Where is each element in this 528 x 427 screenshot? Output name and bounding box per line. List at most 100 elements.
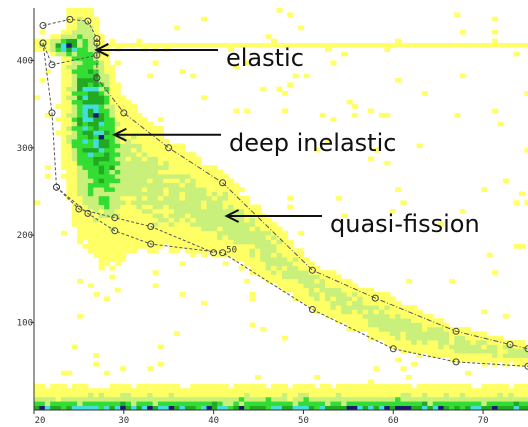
density-cell — [93, 230, 100, 236]
density-cell — [114, 178, 121, 184]
density-cell — [281, 235, 288, 240]
density-cell — [104, 169, 111, 175]
density-cell — [87, 64, 94, 70]
density-cell — [152, 388, 159, 393]
density-cell — [265, 396, 272, 402]
density-cell — [98, 222, 105, 227]
density-cell — [125, 126, 132, 131]
density-cell — [362, 309, 369, 315]
density-cell — [104, 51, 111, 57]
density-cell — [319, 305, 326, 310]
density-cell — [71, 77, 78, 83]
density-cell — [157, 143, 164, 149]
density-cell — [168, 383, 175, 389]
density-cell — [459, 331, 466, 336]
density-cell — [524, 383, 528, 389]
density-cell — [211, 392, 218, 398]
density-cell — [233, 226, 240, 232]
density-cell — [190, 388, 197, 393]
density-cell — [98, 117, 105, 122]
density-cell — [184, 217, 191, 223]
density-cell — [141, 191, 148, 197]
density-cell — [174, 222, 181, 227]
density-cell — [244, 257, 251, 262]
density-cell — [71, 126, 78, 131]
density-cell — [60, 134, 67, 140]
density-cell — [298, 392, 305, 398]
density-cell — [98, 69, 105, 74]
density-cell — [281, 230, 288, 236]
density-cell — [168, 156, 175, 162]
density-cell — [190, 405, 197, 411]
density-cell — [109, 91, 116, 96]
density-cell — [125, 43, 132, 48]
density-cell — [114, 195, 121, 201]
density-cell — [114, 226, 121, 232]
density-cell — [405, 392, 412, 398]
density-cell — [77, 64, 84, 70]
density-cell — [265, 401, 272, 406]
density-cell — [60, 73, 67, 79]
density-cell — [292, 274, 299, 280]
density-cell — [98, 226, 105, 232]
density-cell — [77, 239, 84, 245]
density-cell — [82, 388, 89, 393]
density-cell — [470, 340, 477, 345]
density-cell — [82, 143, 89, 149]
density-cell — [77, 401, 84, 406]
density-cell — [179, 182, 186, 188]
density-cell — [438, 396, 445, 402]
density-cell — [276, 261, 283, 267]
density-cell — [82, 60, 89, 66]
density-cell — [373, 396, 380, 402]
density-cell — [104, 95, 111, 101]
density-cell — [66, 51, 73, 57]
density-cell — [260, 401, 267, 406]
density-cell — [395, 327, 402, 332]
density-cell — [93, 77, 100, 83]
density-cell — [82, 56, 89, 61]
density-cell — [271, 226, 278, 232]
density-cell — [395, 401, 402, 406]
density-cell — [319, 300, 326, 306]
density-cell — [174, 25, 181, 31]
density-cell — [449, 335, 455, 341]
density-cell — [136, 117, 143, 122]
density-cell — [427, 313, 434, 319]
density-cell — [109, 69, 116, 74]
density-cell — [206, 230, 213, 236]
density-cell — [357, 43, 364, 48]
density-cell — [292, 43, 299, 48]
density-cell — [362, 327, 369, 332]
density-cell — [449, 43, 455, 48]
annotation-label: elastic — [226, 44, 304, 72]
density-cell — [87, 283, 94, 288]
density-cell — [66, 108, 73, 114]
density-cell — [276, 270, 283, 275]
density-cell — [449, 388, 455, 393]
density-cell — [378, 112, 385, 118]
density-cell — [244, 252, 251, 258]
density-cell — [201, 191, 208, 197]
density-cell — [206, 388, 213, 393]
density-cell — [459, 209, 466, 214]
density-cell — [438, 401, 445, 406]
density-cell — [211, 230, 218, 236]
density-cell — [303, 388, 310, 393]
density-cell — [341, 283, 348, 288]
density-cell — [147, 187, 154, 192]
density-cell — [228, 392, 234, 398]
density-cell — [125, 388, 132, 393]
density-cell — [422, 396, 428, 402]
density-cell — [179, 147, 186, 153]
density-cell — [125, 117, 132, 122]
x-tick-label: 50 — [298, 416, 309, 426]
density-cell — [77, 143, 84, 149]
density-cell — [147, 244, 154, 249]
density-cell — [201, 383, 208, 389]
density-cell — [131, 104, 137, 109]
density-cell — [389, 209, 396, 214]
density-cell — [524, 405, 528, 411]
density-cell — [292, 257, 299, 262]
density-cell — [77, 82, 84, 87]
